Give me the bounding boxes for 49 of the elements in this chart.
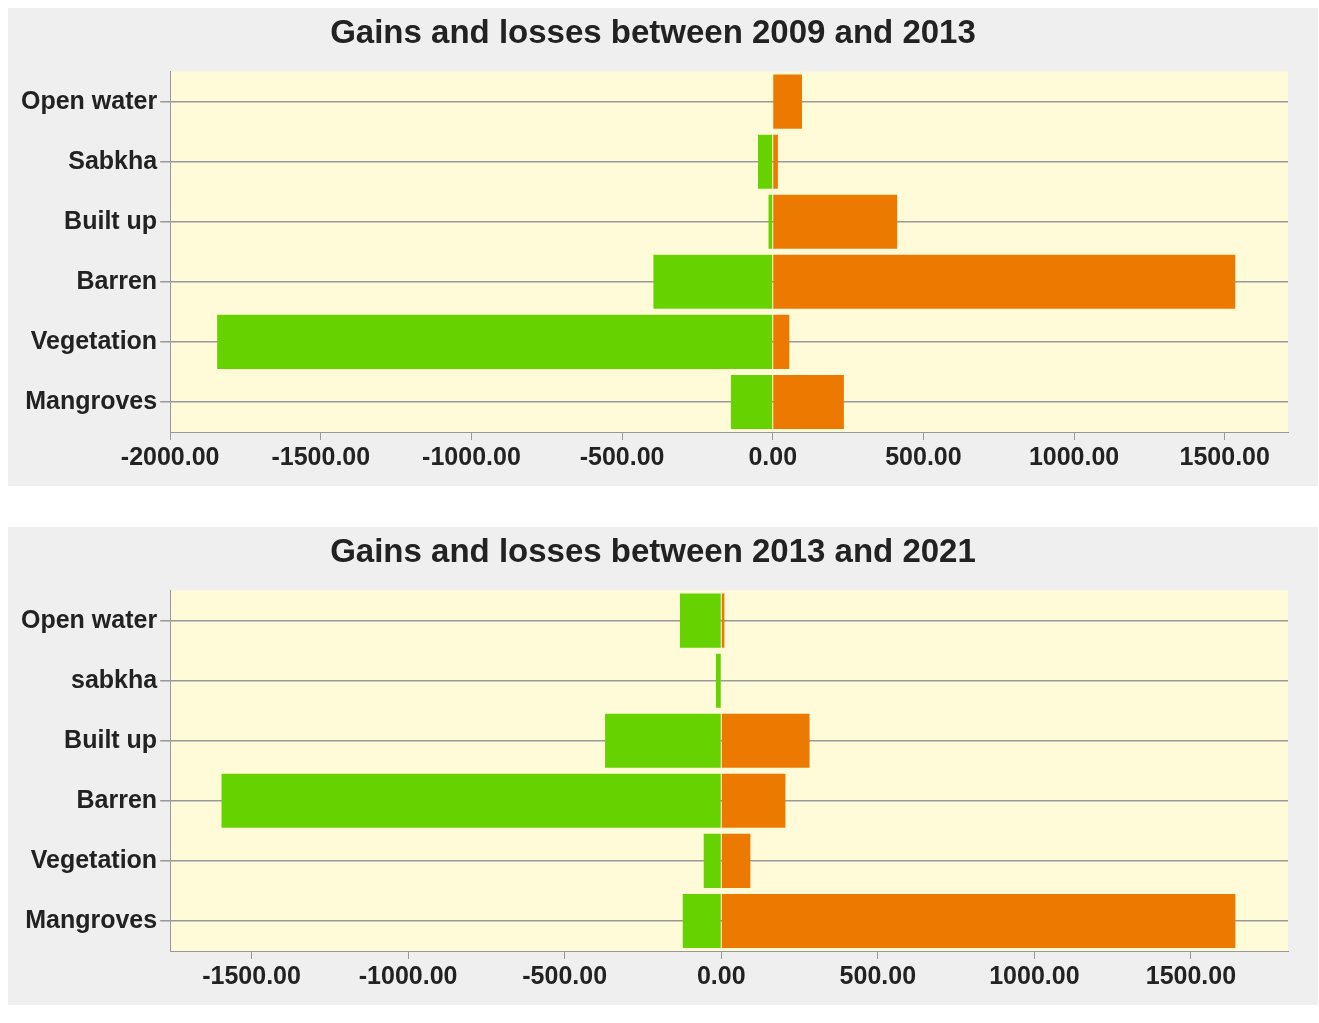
bar [653,254,773,309]
y-tick-label: Built up [64,205,158,234]
x-tick-label: -1500.00 [271,441,371,470]
y-tick-label: Mangroves [25,385,158,414]
y-tick-label: Open water [20,604,158,633]
x-tick-label: -1000.00 [358,960,458,989]
x-tick-label: 1500.00 [1145,960,1237,989]
bar [773,314,790,369]
bar [703,833,721,888]
bar [773,254,1236,309]
y-tick-label: sabkha [70,664,159,693]
bar [721,893,1236,948]
bar [605,713,721,768]
y-tick-label: Barren [76,265,158,294]
x-tick-label: -1000.00 [422,441,521,470]
bar [721,773,786,828]
x-tick-label: 1000.00 [989,960,1080,989]
bar [758,134,773,189]
x-tick-label: 1000.00 [1028,441,1120,470]
bar [773,194,898,249]
y-tick-label: Vegetation [30,325,158,354]
chart-title: Gains and losses between 2013 and 2021 [330,531,976,569]
x-tick-label: 1500.00 [1179,441,1270,470]
bar [682,893,721,948]
x-tick-label: 500.00 [839,960,917,989]
x-tick-label: 0.00 [696,960,746,989]
x-tick-label: 500.00 [885,441,962,470]
x-tick-label: -500.00 [579,441,665,470]
bar [773,374,844,429]
y-tick-label: Built up [64,724,158,753]
bar [221,773,721,828]
bar [715,653,721,708]
x-tick-label: -1500.00 [202,960,301,989]
y-tick-label: Barren [76,784,158,813]
bar [730,374,773,429]
chart-title: Gains and losses between 2009 and 2013 [330,12,976,50]
bar [679,593,721,648]
x-tick-label: 0.00 [748,441,798,470]
y-tick-label: Vegetation [30,844,158,873]
x-tick-label: -500.00 [522,960,608,989]
x-tick-label: -2000.00 [120,441,220,470]
y-tick-label: Sabkha [68,145,159,174]
bar [773,134,778,189]
bar [721,713,810,768]
bar [773,74,802,129]
y-tick-label: Open water [20,85,158,114]
bar [217,314,773,369]
y-tick-label: Mangroves [25,904,158,933]
bar [721,833,751,888]
